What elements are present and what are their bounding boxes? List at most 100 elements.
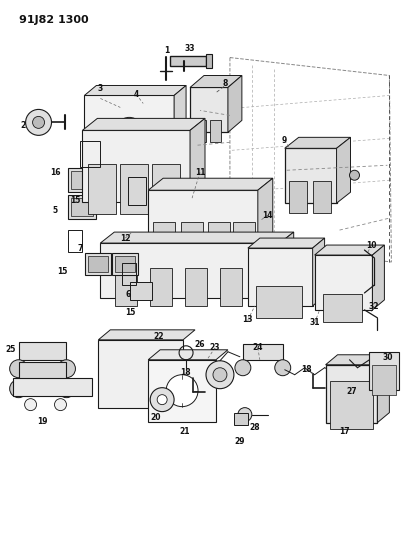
Text: 30: 30 [382,353,393,362]
Polygon shape [174,85,186,167]
Bar [148,190,258,258]
Bar [153,222,175,268]
Bar [80,141,101,167]
Text: 23: 23 [210,343,220,352]
Circle shape [58,379,75,398]
Text: 1: 1 [164,46,170,55]
Bar [125,92,143,103]
Bar [85,253,111,275]
Bar [89,256,108,272]
Bar [19,342,66,360]
Text: 22: 22 [153,332,164,341]
Bar [150,268,172,306]
Text: 8: 8 [222,79,227,88]
Polygon shape [315,245,384,255]
Text: 10: 10 [366,240,377,249]
Text: 9: 9 [282,136,287,145]
Polygon shape [228,76,242,132]
Polygon shape [82,118,205,131]
Polygon shape [337,138,351,203]
Polygon shape [313,238,325,306]
Text: 12: 12 [120,233,131,243]
Circle shape [150,387,174,411]
Bar [243,344,283,360]
Circle shape [213,368,227,382]
Text: 31: 31 [309,318,320,327]
Text: 4: 4 [133,90,139,99]
Text: 2: 2 [20,121,25,130]
Circle shape [349,170,360,180]
Bar [372,365,396,394]
Text: 29: 29 [235,437,245,446]
Bar [170,55,206,66]
Bar [370,352,399,390]
Bar [71,171,94,189]
Polygon shape [280,232,294,298]
Bar [120,164,148,214]
Bar [185,268,207,306]
Polygon shape [190,76,242,87]
Circle shape [275,360,291,376]
Bar [152,164,180,214]
Text: 7: 7 [78,244,83,253]
Text: 24: 24 [253,343,263,352]
Text: 15: 15 [70,196,81,205]
Bar [248,248,313,306]
Polygon shape [372,245,384,310]
Circle shape [238,408,252,422]
Polygon shape [377,355,389,423]
Text: 19: 19 [37,417,48,426]
Text: 18: 18 [301,365,312,374]
Circle shape [33,116,44,128]
Text: 28: 28 [250,423,260,432]
Polygon shape [190,118,205,202]
Bar [289,181,307,213]
Circle shape [157,394,167,405]
Bar [128,177,146,205]
Bar [112,253,138,275]
Text: 20: 20 [150,413,160,422]
Circle shape [115,117,143,146]
Circle shape [166,375,198,407]
Circle shape [58,360,75,378]
Text: 17: 17 [339,427,350,436]
Text: 91J82 1300: 91J82 1300 [19,15,88,25]
Bar [285,148,337,203]
Bar [195,120,206,142]
Text: 15: 15 [125,309,136,317]
Polygon shape [101,232,294,243]
Bar [68,168,96,192]
Bar [71,198,94,216]
Polygon shape [148,350,228,360]
Polygon shape [285,138,351,148]
Circle shape [54,399,66,410]
Bar [181,222,203,268]
Bar [208,222,230,268]
Bar [148,360,216,422]
Text: 16: 16 [50,168,61,177]
Bar [68,230,82,252]
Bar [98,340,183,408]
Bar [206,53,212,68]
Bar [220,268,242,306]
Bar [19,362,66,379]
Bar [101,243,280,298]
Bar [330,381,373,429]
Circle shape [26,109,52,135]
Bar [252,268,274,306]
Text: 11: 11 [195,168,205,177]
Circle shape [9,360,28,378]
Bar [190,87,228,132]
Polygon shape [98,330,195,340]
Circle shape [95,93,105,103]
Bar [233,222,255,268]
Bar [13,378,92,395]
Bar [89,164,116,214]
Text: 15: 15 [57,268,68,277]
Text: 26: 26 [195,340,205,349]
Bar [323,294,363,322]
Polygon shape [325,355,389,365]
Text: 14: 14 [262,211,273,220]
Bar [115,268,137,306]
Circle shape [25,399,37,410]
